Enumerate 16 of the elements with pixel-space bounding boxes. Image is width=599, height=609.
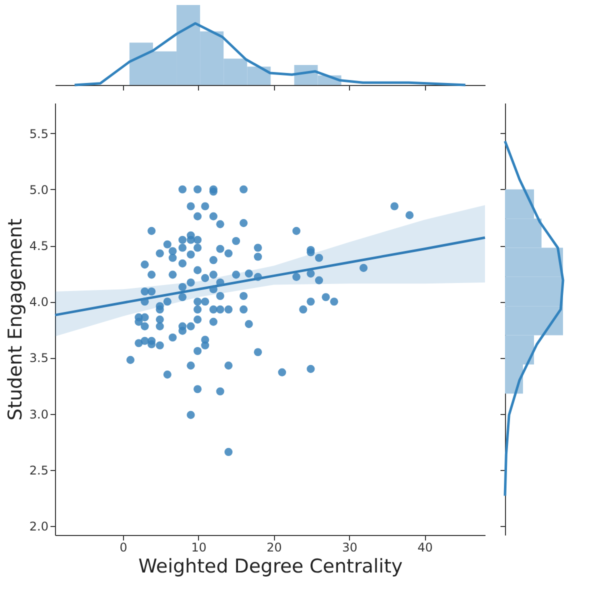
x-axis-title: Weighted Degree Centrality: [138, 556, 403, 578]
y-tick-label: 5.5: [29, 126, 48, 141]
y-tick-label: 5.0: [29, 182, 48, 197]
x-tick-label: 30: [342, 540, 358, 554]
y-axis-title: Student Engagement: [4, 218, 26, 421]
y-tick-label: 2.5: [29, 463, 48, 478]
x-tick-label: 20: [266, 540, 282, 554]
line-series: [54, 236, 486, 316]
y-tick-label: 2.0: [29, 520, 48, 534]
x-tick-label: 40: [418, 540, 433, 554]
y-tick-label: 3.5: [29, 351, 48, 366]
y-tick-label: 4.0: [29, 295, 48, 310]
x-tick-label: 10: [191, 540, 206, 554]
x-tick-label: 0: [120, 540, 128, 554]
y-tick-label: 3.0: [29, 407, 48, 422]
y-tick-label: 4.5: [29, 239, 48, 254]
